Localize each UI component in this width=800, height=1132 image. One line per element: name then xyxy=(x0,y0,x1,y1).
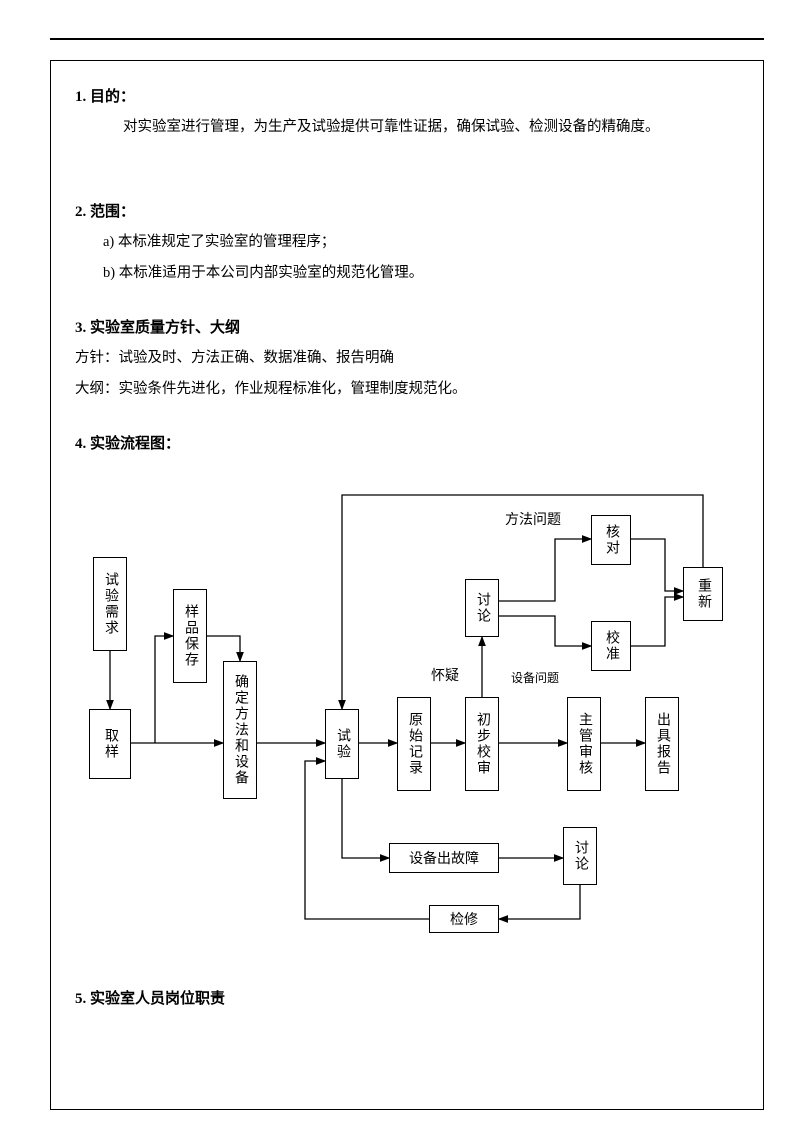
node-label: 讨论 xyxy=(472,592,492,624)
node-label: 初步校审 xyxy=(472,712,492,776)
node-label: 原始记录 xyxy=(404,712,424,776)
section-4-title: 4. 实验流程图： xyxy=(75,432,739,453)
page-frame: 1. 目的： 对实验室进行管理，为生产及试验提供可靠性证据，确保试验、检测设备的… xyxy=(50,60,764,1110)
node-label: 重新 xyxy=(693,578,713,610)
edge-10 xyxy=(499,539,591,601)
node-n_method: 确定方法和设备 xyxy=(223,661,257,799)
edge-15 xyxy=(342,779,389,858)
node-label: 试验需求 xyxy=(100,572,120,636)
section-1-body: 对实验室进行管理，为生产及试验提供可靠性证据，确保试验、检测设备的精确度。 xyxy=(75,114,739,142)
edge-3 xyxy=(207,636,240,661)
section-1-label: 目的： xyxy=(90,89,135,105)
node-label: 确定方法和设备 xyxy=(230,674,250,786)
node-label: 试验 xyxy=(332,728,352,760)
edge-label-l_doubt: 怀疑 xyxy=(431,665,459,685)
node-n_test: 试验 xyxy=(325,709,359,779)
section-2-label: 范围： xyxy=(90,204,135,220)
flowchart: 试验需求样品保存取样确定方法和设备试验原始记录初步校审主管审核出具报告讨论核对校… xyxy=(75,461,735,981)
node-n_discuss1: 讨论 xyxy=(465,579,499,637)
node-label: 出具报告 xyxy=(652,712,672,776)
node-label: 讨论 xyxy=(570,840,590,872)
node-n_repair: 检修 xyxy=(429,905,499,933)
node-n_record: 原始记录 xyxy=(397,697,431,791)
section-5-title: 5. 实验室人员岗位职责 xyxy=(75,987,739,1008)
node-label: 取样 xyxy=(100,728,120,760)
node-label: 设备出故障 xyxy=(409,848,479,868)
section-3-title: 3. 实验室质量方针、大纲 xyxy=(75,316,739,337)
section-2-num: 2. xyxy=(75,204,86,220)
node-n_redo: 重新 xyxy=(683,567,723,621)
edge-label-l_equip: 设备问题 xyxy=(511,669,559,686)
section-3-label: 实验室质量方针、大纲 xyxy=(90,320,240,336)
edge-11 xyxy=(499,616,591,646)
node-label: 检修 xyxy=(450,909,478,929)
section-3-line-2: 大纲：实验条件先进化，作业规程标准化，管理制度规范化。 xyxy=(75,376,739,404)
node-n_sample: 样品保存 xyxy=(173,589,207,683)
node-n_review2: 主管审核 xyxy=(567,697,601,791)
node-n_discuss2: 讨论 xyxy=(563,827,597,885)
section-3-num: 3. xyxy=(75,320,86,336)
section-2-item-b: b) 本标准适用于本公司内部实验室的规范化管理。 xyxy=(75,260,739,288)
node-n_take: 取样 xyxy=(89,709,131,779)
edge-2 xyxy=(155,636,173,743)
top-rule xyxy=(50,38,764,40)
edge-17 xyxy=(499,885,580,919)
node-label: 核对 xyxy=(601,524,621,556)
section-2-item-a: a) 本标准规定了实验室的管理程序； xyxy=(75,229,739,257)
section-1-num: 1. xyxy=(75,89,86,105)
node-label: 样品保存 xyxy=(180,604,200,668)
node-n_calib: 校准 xyxy=(591,621,631,671)
node-n_demand: 试验需求 xyxy=(93,557,127,651)
node-n_check: 核对 xyxy=(591,515,631,565)
node-n_report: 出具报告 xyxy=(645,697,679,791)
section-1-title: 1. 目的： xyxy=(75,85,739,106)
edge-label-l_method: 方法问题 xyxy=(505,509,561,529)
node-label: 校准 xyxy=(601,630,621,662)
section-3-line-1: 方针：试验及时、方法正确、数据准确、报告明确 xyxy=(75,345,739,373)
section-2-title: 2. 范围： xyxy=(75,200,739,221)
node-n_fault: 设备出故障 xyxy=(389,843,499,873)
edge-12 xyxy=(631,539,683,591)
edge-13 xyxy=(631,597,683,646)
node-n_review1: 初步校审 xyxy=(465,697,499,791)
node-label: 主管审核 xyxy=(574,712,594,776)
